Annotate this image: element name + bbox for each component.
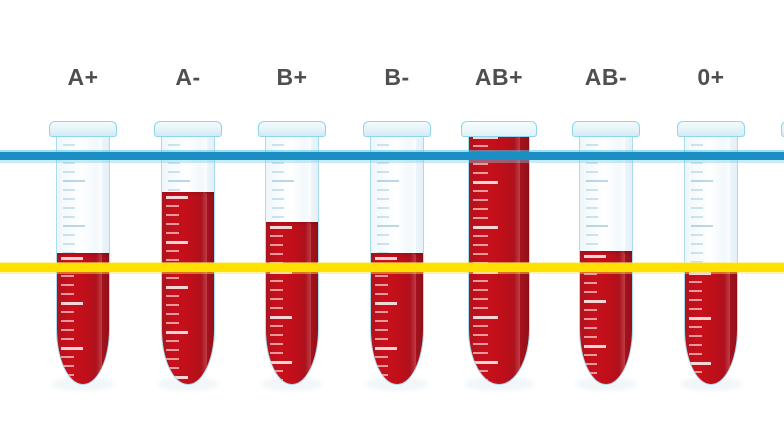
blood-type-label-ABminus: AB-: [584, 64, 628, 90]
tube-rim: [49, 121, 117, 137]
tube-rim: [154, 121, 222, 137]
tube-rim: [677, 121, 745, 137]
tube-rim: [363, 121, 431, 137]
blood-type-label-Bminus: B-: [384, 64, 410, 90]
blood-type-label-Aminus: A-: [175, 64, 201, 90]
blood-type-label-Aplus: A+: [67, 64, 99, 90]
blood-type-label-ABplus: AB+: [474, 64, 524, 90]
blood-type-label-0plus: 0+: [697, 64, 725, 90]
tube-rim: [461, 121, 537, 137]
tube-rim: [258, 121, 326, 137]
tube-rim: [572, 121, 640, 137]
tube-rim: [781, 121, 784, 137]
blood-type-label-Bplus: B+: [276, 64, 308, 90]
